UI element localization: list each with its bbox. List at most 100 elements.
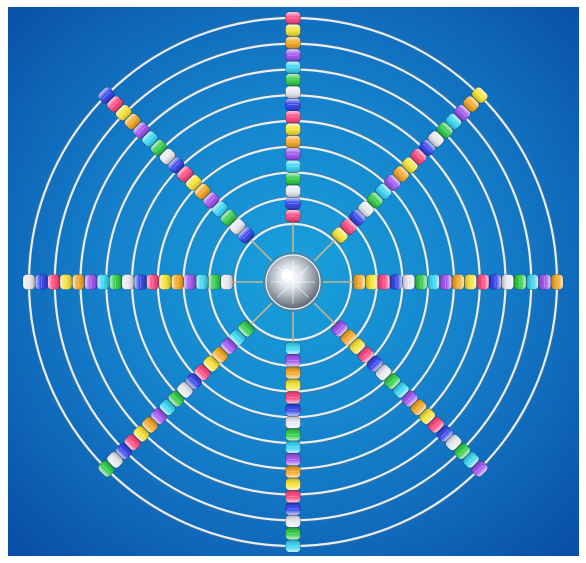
bead [501, 274, 514, 290]
bead [445, 434, 462, 451]
bead [211, 346, 229, 364]
bead [366, 192, 383, 209]
bead [220, 209, 237, 226]
bead [146, 274, 160, 290]
bead [97, 274, 110, 290]
bead [238, 227, 255, 244]
bead [121, 274, 135, 290]
dreamcatcher-photo [8, 7, 579, 556]
bead [115, 443, 132, 460]
bead [285, 465, 301, 479]
bead [285, 502, 301, 516]
bead [513, 274, 527, 290]
bead [285, 11, 301, 25]
bead [285, 477, 301, 491]
bead [410, 148, 427, 165]
gem-highlight [281, 269, 293, 281]
bead [426, 274, 440, 290]
bead [375, 183, 392, 200]
bead [133, 425, 150, 442]
bead [285, 440, 301, 454]
bead [158, 274, 172, 290]
bead [196, 274, 209, 290]
bead [285, 185, 301, 198]
bead-strands [22, 11, 564, 553]
bead [392, 165, 410, 183]
bead [410, 399, 427, 416]
bead [454, 443, 471, 460]
bead [366, 355, 383, 372]
bead [115, 104, 132, 121]
bead [285, 209, 301, 223]
bead [285, 135, 301, 149]
bead [285, 61, 301, 74]
bead [451, 274, 465, 290]
bead [285, 36, 301, 50]
bead [454, 104, 471, 121]
bead [401, 157, 418, 174]
bead [84, 274, 98, 290]
dreamcatcher-illustration [8, 7, 579, 556]
bead [331, 227, 348, 244]
bead [525, 274, 539, 290]
bead [220, 274, 234, 290]
bead [439, 274, 452, 290]
bead [133, 122, 150, 139]
bead [285, 197, 301, 210]
bead [285, 453, 301, 466]
bead [124, 113, 141, 130]
bead [285, 391, 301, 404]
bead [285, 341, 301, 355]
bead [168, 157, 185, 174]
bead [109, 274, 122, 290]
bead [375, 364, 392, 381]
bead [349, 209, 366, 226]
bead [211, 200, 229, 218]
bead [168, 390, 185, 407]
bead [238, 320, 255, 337]
bead [59, 274, 73, 290]
bead [401, 390, 418, 407]
bead [285, 354, 301, 367]
bead [194, 183, 211, 200]
bead [365, 274, 378, 290]
bead [72, 274, 85, 290]
bead [384, 373, 401, 390]
bead [159, 148, 176, 165]
bead [357, 200, 375, 218]
bead [194, 364, 211, 381]
bead [22, 274, 36, 290]
bead [285, 366, 301, 380]
bead [285, 490, 301, 503]
bead [419, 139, 436, 156]
bead [349, 338, 366, 355]
bead [203, 355, 220, 372]
bead [285, 147, 301, 161]
bead [471, 460, 488, 477]
bead [229, 329, 246, 346]
bead [462, 451, 480, 469]
bead [285, 160, 301, 173]
bead [150, 408, 167, 425]
bead [141, 416, 159, 434]
bead [285, 415, 301, 429]
bead [285, 110, 301, 124]
bead [331, 320, 348, 337]
bead [285, 378, 301, 392]
bead [285, 172, 301, 186]
bead [538, 274, 551, 290]
bead [476, 274, 490, 290]
bead [285, 428, 301, 441]
bead [462, 95, 480, 113]
bead [285, 24, 301, 37]
bead [285, 403, 301, 417]
bead [285, 98, 301, 111]
bead [106, 451, 124, 469]
bead [203, 192, 220, 209]
bead [185, 373, 202, 390]
bead [445, 113, 462, 130]
bead [384, 174, 401, 191]
bead [176, 381, 194, 399]
bead [352, 274, 366, 290]
